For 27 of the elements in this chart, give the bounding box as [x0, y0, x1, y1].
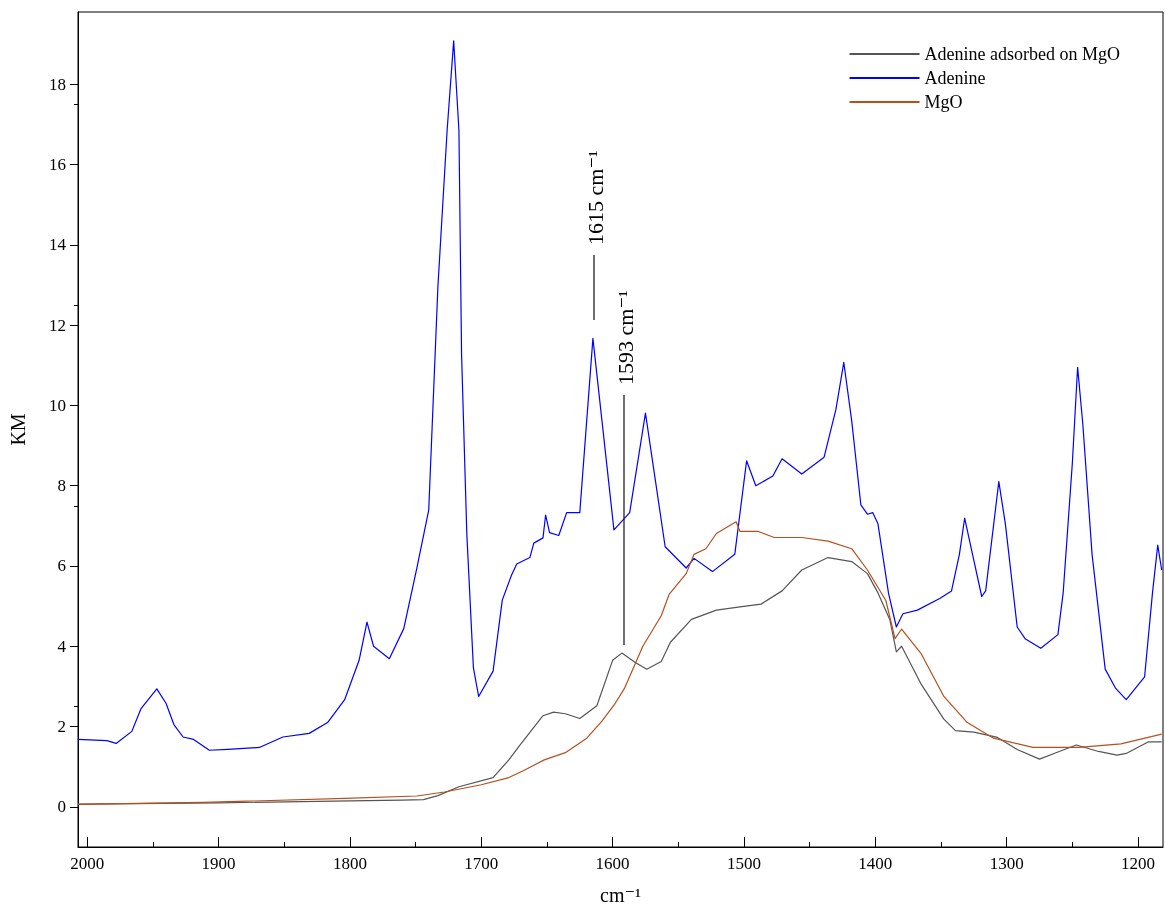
- annotation: 1615 cm⁻¹: [582, 150, 608, 245]
- y-tick-label: 8: [57, 476, 66, 496]
- x-tick-label: 1200: [1121, 854, 1156, 873]
- legend-label: Adenine: [924, 68, 986, 88]
- y-tick-label: 6: [57, 556, 66, 576]
- x-tick-label: 2000: [70, 854, 105, 873]
- y-tick-label: 10: [49, 395, 66, 415]
- y-tick-label: 16: [49, 155, 66, 175]
- x-tick-label: 1500: [726, 854, 761, 873]
- annotation: 1593 cm⁻¹: [612, 290, 638, 385]
- x-tick-label: 1900: [201, 854, 236, 873]
- legend-label: Adenine adsorbed on MgO: [924, 44, 1121, 64]
- y-tick-label: 12: [49, 315, 66, 335]
- x-axis-title: cm⁻¹: [600, 884, 641, 906]
- legend-label: MgO: [924, 92, 963, 112]
- x-tick-label: 1400: [858, 854, 893, 873]
- x-tick-label: 1300: [989, 854, 1024, 873]
- y-tick-label: 14: [49, 235, 67, 255]
- line-series: [77, 40, 1163, 751]
- x-tick-label: 1700: [464, 854, 499, 873]
- y-axis-title: KM: [7, 413, 29, 446]
- x-tick-label: 1800: [332, 854, 367, 873]
- y-tick-label: 0: [57, 797, 66, 817]
- x-tick-label: 1600: [595, 854, 630, 873]
- y-tick-label: 4: [57, 636, 67, 656]
- y-tick-label: 2: [57, 717, 66, 737]
- y-tick-label: 18: [49, 74, 66, 94]
